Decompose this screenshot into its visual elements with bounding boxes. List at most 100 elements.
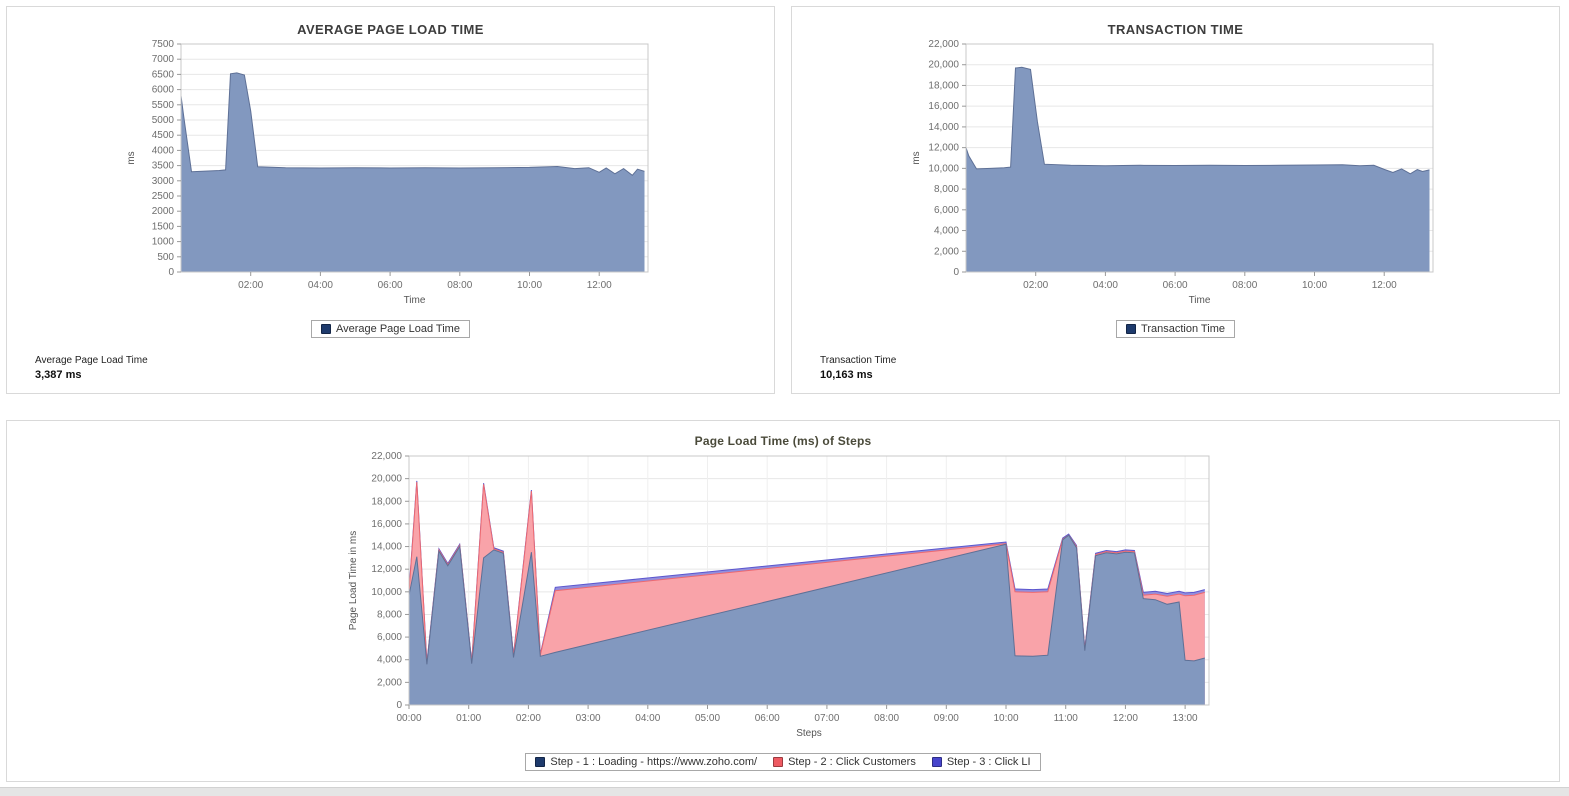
legend-swatch-icon bbox=[321, 324, 332, 334]
svg-text:04:00: 04:00 bbox=[635, 713, 660, 724]
svg-text:3000: 3000 bbox=[152, 176, 175, 187]
svg-text:07:00: 07:00 bbox=[814, 713, 839, 724]
top-row: AVERAGE PAGE LOAD TIME 0 500 1000 1500 2000 2… bbox=[6, 6, 1563, 394]
legend-label: Step - 3 : Click LI bbox=[946, 756, 1031, 768]
svg-text:03:00: 03:00 bbox=[576, 713, 601, 724]
svg-text:02:00: 02:00 bbox=[238, 280, 263, 291]
steps-legend-row: Step - 1 : Loading - https://www.zoho.co… bbox=[7, 753, 1559, 771]
svg-text:8,000: 8,000 bbox=[377, 609, 402, 620]
svg-text:22,000: 22,000 bbox=[928, 39, 959, 50]
svg-text:06:00: 06:00 bbox=[755, 713, 780, 724]
svg-text:06:00: 06:00 bbox=[1163, 280, 1188, 291]
legend-label: Step - 2 : Click Customers bbox=[788, 756, 916, 768]
svg-text:10,000: 10,000 bbox=[928, 163, 959, 174]
svg-text:11:00: 11:00 bbox=[1054, 713, 1079, 724]
svg-text:08:00: 08:00 bbox=[874, 713, 899, 724]
avg-page-load-stat: Average Page Load Time 3,387 ms bbox=[35, 355, 148, 381]
svg-text:04:00: 04:00 bbox=[308, 280, 333, 291]
steps-chart-wrap: 0 2,000 4,000 6,000 8,000 10,000 12,000 14,000 1… bbox=[7, 450, 1559, 752]
svg-text:Steps: Steps bbox=[796, 728, 822, 739]
svg-text:08:00: 08:00 bbox=[1232, 280, 1257, 291]
svg-text:5000: 5000 bbox=[152, 115, 175, 126]
svg-text:7500: 7500 bbox=[152, 39, 175, 50]
legend-label: Step - 1 : Loading - https://www.zoho.co… bbox=[550, 756, 758, 768]
svg-text:1000: 1000 bbox=[152, 237, 175, 248]
avg-page-load-chart[interactable]: 0 500 1000 1500 2000 2500 3000 3500 4000 4500 5000… bbox=[123, 39, 658, 319]
svg-text:16,000: 16,000 bbox=[371, 519, 402, 530]
svg-text:4000: 4000 bbox=[152, 145, 175, 156]
avg-page-load-panel: AVERAGE PAGE LOAD TIME 0 500 1000 1500 2000 2… bbox=[6, 6, 775, 394]
svg-text:5500: 5500 bbox=[152, 100, 175, 111]
svg-text:18,000: 18,000 bbox=[371, 496, 402, 507]
legend-item-step-2[interactable]: Step - 2 : Click Customers bbox=[773, 756, 916, 768]
transaction-time-legend: Transaction Time bbox=[1116, 320, 1235, 338]
svg-text:2500: 2500 bbox=[152, 191, 175, 202]
svg-text:6,000: 6,000 bbox=[934, 205, 959, 216]
legend-item-step-1[interactable]: Step - 1 : Loading - https://www.zoho.co… bbox=[535, 756, 757, 768]
svg-text:12,000: 12,000 bbox=[928, 143, 959, 154]
svg-text:2,000: 2,000 bbox=[377, 677, 402, 688]
stat-label: Average Page Load Time bbox=[35, 355, 148, 366]
steps-legend: Step - 1 : Loading - https://www.zoho.co… bbox=[525, 753, 1041, 771]
svg-text:4,000: 4,000 bbox=[934, 226, 959, 237]
svg-text:6500: 6500 bbox=[152, 69, 175, 80]
svg-text:0: 0 bbox=[168, 267, 174, 278]
transaction-time-title: TRANSACTION TIME bbox=[1107, 22, 1244, 37]
svg-text:Time: Time bbox=[1189, 295, 1211, 306]
svg-text:13:00: 13:00 bbox=[1173, 713, 1198, 724]
svg-text:10:00: 10:00 bbox=[1302, 280, 1327, 291]
svg-text:6000: 6000 bbox=[152, 85, 175, 96]
svg-text:14,000: 14,000 bbox=[371, 542, 402, 553]
svg-text:500: 500 bbox=[157, 252, 174, 263]
svg-text:20,000: 20,000 bbox=[928, 60, 959, 71]
legend-swatch-icon bbox=[1126, 324, 1137, 334]
stat-value: 3,387 ms bbox=[35, 369, 82, 381]
svg-text:ms: ms bbox=[126, 151, 137, 164]
transaction-time-chart[interactable]: 0 2,000 4,000 6,000 8,000 10,000 12,000 14,000 1… bbox=[908, 39, 1443, 319]
steps-panel: Page Load Time (ms) of Steps 0 2,000 4,000… bbox=[6, 420, 1560, 782]
legend-swatch-icon bbox=[535, 757, 546, 767]
transaction-time-stat: Transaction Time 10,163 ms bbox=[820, 355, 896, 381]
svg-text:4,000: 4,000 bbox=[377, 655, 402, 666]
svg-text:20,000: 20,000 bbox=[371, 474, 402, 485]
legend-label: Average Page Load Time bbox=[336, 323, 460, 335]
svg-text:10:00: 10:00 bbox=[517, 280, 542, 291]
svg-text:4500: 4500 bbox=[152, 130, 175, 141]
legend-item-transaction-time[interactable]: Transaction Time bbox=[1126, 323, 1225, 335]
legend-item-avg-page-load[interactable]: Average Page Load Time bbox=[321, 323, 460, 335]
svg-text:2000: 2000 bbox=[152, 206, 175, 217]
svg-text:7000: 7000 bbox=[152, 54, 175, 65]
transaction-time-panel: TRANSACTION TIME 0 2,000 4,000 6,000 8,000 10… bbox=[791, 6, 1560, 394]
legend-swatch-icon bbox=[931, 757, 942, 767]
bottom-strip bbox=[0, 787, 1569, 796]
svg-text:18,000: 18,000 bbox=[928, 80, 959, 91]
legend-label: Transaction Time bbox=[1141, 323, 1225, 335]
avg-page-load-title: AVERAGE PAGE LOAD TIME bbox=[297, 22, 484, 37]
svg-text:3500: 3500 bbox=[152, 161, 175, 172]
avg-page-load-legend: Average Page Load Time bbox=[311, 320, 470, 338]
transaction-time-legend-row: Transaction Time bbox=[792, 320, 1559, 338]
svg-text:12,000: 12,000 bbox=[371, 564, 402, 575]
svg-text:1500: 1500 bbox=[152, 221, 175, 232]
svg-text:2,000: 2,000 bbox=[934, 246, 959, 257]
stat-value: 10,163 ms bbox=[820, 369, 873, 381]
svg-text:05:00: 05:00 bbox=[695, 713, 720, 724]
svg-text:0: 0 bbox=[396, 700, 402, 711]
steps-title: Page Load Time (ms) of Steps bbox=[694, 434, 872, 448]
svg-text:Time: Time bbox=[404, 295, 426, 306]
svg-text:ms: ms bbox=[911, 151, 922, 164]
svg-text:12:00: 12:00 bbox=[1372, 280, 1397, 291]
svg-text:00:00: 00:00 bbox=[396, 713, 421, 724]
legend-item-step-3[interactable]: Step - 3 : Click LI bbox=[931, 756, 1031, 768]
svg-text:02:00: 02:00 bbox=[516, 713, 541, 724]
steps-chart[interactable]: 0 2,000 4,000 6,000 8,000 10,000 12,000 14,000 1… bbox=[345, 450, 1221, 752]
avg-page-load-legend-row: Average Page Load Time bbox=[7, 320, 774, 338]
legend-swatch-icon bbox=[773, 757, 784, 767]
svg-text:22,000: 22,000 bbox=[371, 451, 402, 462]
svg-text:02:00: 02:00 bbox=[1023, 280, 1048, 291]
svg-text:16,000: 16,000 bbox=[928, 101, 959, 112]
svg-text:10:00: 10:00 bbox=[993, 713, 1018, 724]
avg-page-load-chart-wrap: 0 500 1000 1500 2000 2500 3000 3500 4000 4500 5000… bbox=[7, 39, 774, 319]
svg-text:Page Load Time in ms: Page Load Time in ms bbox=[348, 531, 359, 631]
